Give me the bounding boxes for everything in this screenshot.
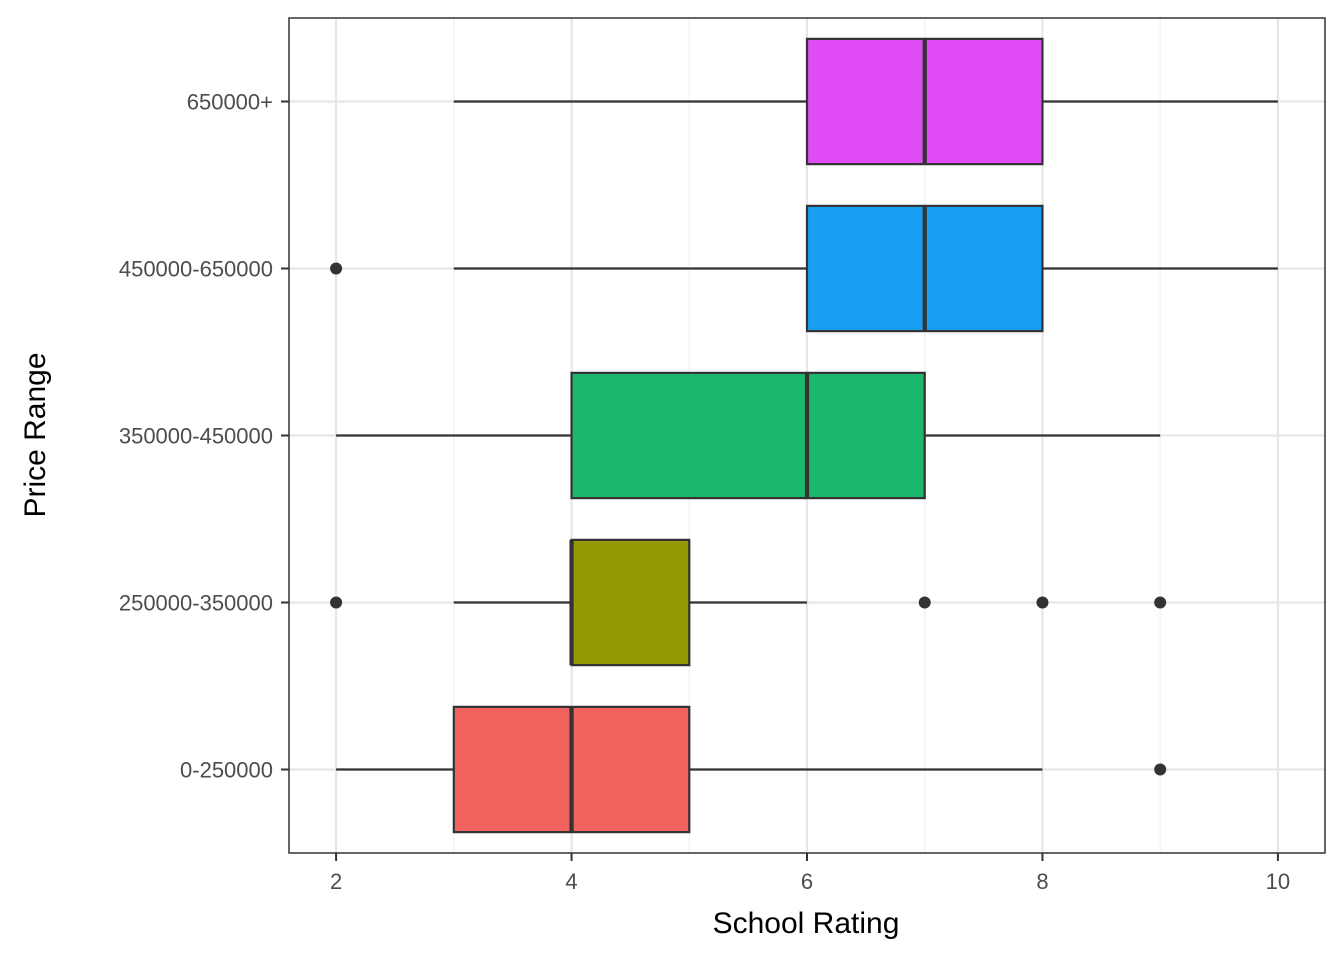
y-tick-label: 350000-450000	[119, 424, 273, 449]
x-tick-label: 4	[565, 869, 577, 894]
y-tick-label: 250000-350000	[119, 591, 273, 616]
box-group	[336, 371, 1161, 500]
box-group	[453, 37, 1278, 166]
box-group	[330, 538, 1167, 667]
outlier-point	[1154, 763, 1167, 776]
box-group	[336, 705, 1167, 834]
outlier-point	[918, 596, 931, 609]
outlier-point	[1036, 596, 1049, 609]
x-tick-label: 10	[1266, 869, 1290, 894]
x-axis-title: School Rating	[713, 907, 900, 940]
box-iqr	[570, 538, 691, 667]
y-axis-title: Price Range	[19, 352, 52, 517]
y-tick-label: 450000-650000	[119, 257, 273, 282]
outlier-point	[330, 596, 343, 609]
y-tick-label: 0-250000	[180, 758, 273, 783]
x-tick-label: 6	[801, 869, 813, 894]
box-iqr	[570, 371, 926, 500]
outlier-point	[330, 262, 343, 275]
y-tick-label: 650000+	[187, 90, 273, 115]
x-tick-label: 2	[330, 869, 342, 894]
outlier-point	[1154, 596, 1167, 609]
axes-layer: 2 4 6 8 10 0-250000 250000-350000 350000-450000…	[119, 90, 1290, 895]
x-tick-label: 8	[1036, 869, 1048, 894]
box-group	[330, 204, 1278, 333]
boxes-layer	[330, 37, 1278, 834]
